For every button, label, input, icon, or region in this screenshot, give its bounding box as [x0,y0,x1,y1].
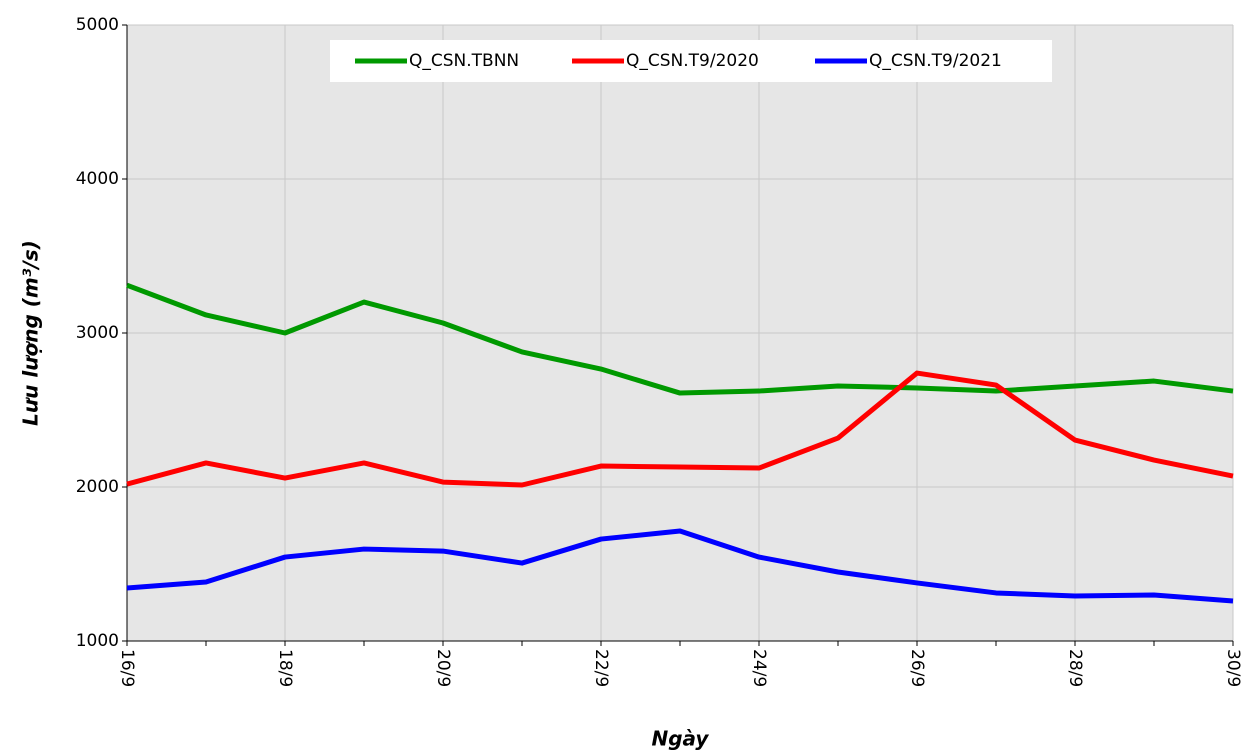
series-line [126,370,1234,488]
x-tick-label: 18/9 [275,649,295,687]
legend-label: Q_CSN.TBNN [409,51,519,71]
y-tick-label: 4000 [76,169,119,189]
legend-label: Q_CSN.T9/2021 [869,51,1002,71]
x-tick-label: 24/9 [749,649,769,687]
legend-label: Q_CSN.T9/2020 [626,51,759,71]
x-tick-label: 28/9 [1065,649,1085,687]
y-tick-label: 5000 [76,15,119,35]
x-axis-title: Ngày [652,727,710,751]
series-line [126,528,1234,604]
x-tick-label: 26/9 [907,649,927,687]
y-tick-label: 3000 [76,323,119,343]
y-tick-label: 1000 [76,631,119,651]
series-line [126,282,1234,396]
y-axis-title: Lưu lượng (m³/s) [19,240,43,426]
x-tick-label: 16/9 [117,649,137,687]
x-tick-label: 20/9 [433,649,453,687]
legend-box [330,40,1052,82]
x-tick-label: 22/9 [591,649,611,687]
x-tick-label: 30/9 [1223,649,1243,687]
y-tick-label: 2000 [76,477,119,497]
